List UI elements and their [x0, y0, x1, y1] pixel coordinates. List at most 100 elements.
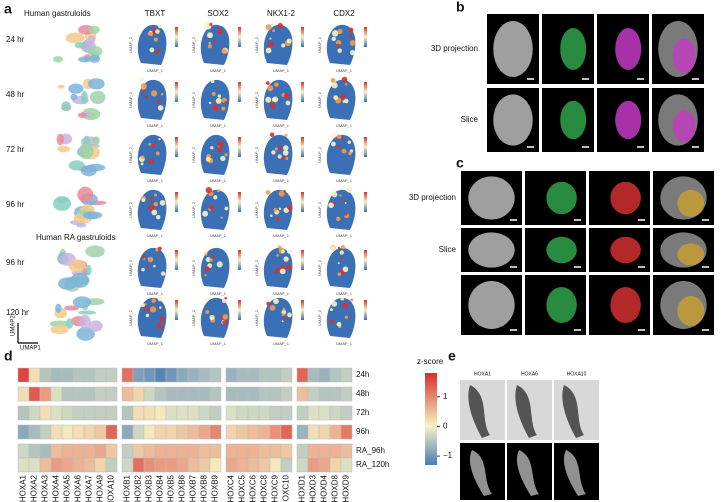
umap-cluster: [82, 211, 103, 220]
umap-cluster: [68, 259, 86, 273]
umap-hot-cells: [148, 204, 155, 211]
heatmap-cell: [296, 367, 309, 383]
umap-hot-cells: [339, 250, 344, 255]
umap-plot: UMAP_1 UMAP_2: [317, 296, 367, 346]
plot-axis-label: UMAP_1: [273, 233, 290, 238]
tissue: [468, 281, 515, 329]
heatmap-cell: [61, 443, 74, 459]
umap-hot-cells: [151, 143, 156, 148]
x-tick-label: HOXA9: [96, 474, 105, 502]
column-title: CDX2: [333, 9, 355, 18]
heatmap-cell: [187, 386, 200, 402]
heatmap-cell: [50, 367, 63, 383]
tissue: [468, 385, 490, 438]
plot-axis-label: UMAP_2: [317, 36, 322, 53]
x-tick-label: HOXB6: [178, 474, 187, 502]
umap-hot-cells: [277, 22, 283, 29]
heatmap-cell: [154, 457, 167, 473]
heatmap-cell: [72, 443, 85, 459]
umap-hot-cells: [265, 47, 272, 54]
plot-axis-label: UMAP_2: [191, 36, 196, 53]
umap-hot-cells: [216, 28, 223, 35]
heatmap-cell: [198, 367, 211, 383]
umap-hot-cells: [277, 154, 282, 159]
umap-hot-cells: [337, 246, 341, 250]
heatmap-cell: [209, 386, 222, 402]
umap-hot-cells: [204, 297, 209, 302]
umap-hot-cells: [157, 24, 162, 29]
heatmap-cell: [280, 405, 293, 421]
umap-hot-cells: [216, 188, 221, 193]
umap-hot-cells: [281, 320, 284, 323]
heatmap-cell: [28, 386, 41, 402]
heatmap-cell: [39, 367, 52, 383]
umap-hot-cells: [159, 306, 162, 309]
heatmap-cell: [187, 443, 200, 459]
umap-hot-cells: [285, 100, 291, 106]
heatmap-cell: [121, 457, 134, 473]
umap-hot-cells: [344, 212, 348, 216]
heatmap-cell: [280, 367, 293, 383]
umap-hot-cells: [343, 98, 349, 104]
umap-hot-cells: [284, 133, 288, 137]
umap-axes-key: UMAP1 UMAP2: [11, 315, 42, 352]
x-tick-label: HOXD3: [309, 474, 318, 502]
umap-hot-cells: [269, 304, 276, 311]
column-title: HOXA6: [521, 371, 538, 377]
umap-hot-cells: [330, 245, 336, 251]
heatmap-cell: [296, 386, 309, 402]
heatmap-cell: [165, 443, 178, 459]
plot-axis-label: UMAP_1: [210, 178, 227, 183]
umap-hot-cells: [331, 82, 338, 89]
heatmap-cell: [121, 443, 134, 459]
umap-plot: UMAP_1 UMAP_2: [317, 133, 367, 183]
umap-colorbar: [175, 300, 178, 320]
umap-hot-cells: [348, 151, 352, 156]
tissue: [469, 450, 492, 496]
heatmap-cell: [50, 443, 63, 459]
heatmap-cell: [236, 386, 249, 402]
row-title: 96 hr: [6, 258, 25, 267]
heatmap-cell: [28, 367, 41, 383]
umap-colorbar: [238, 137, 241, 157]
heatmap-cell: [143, 424, 156, 440]
plot-axis-label: UMAP_2: [191, 309, 196, 326]
umap-cells: [263, 24, 293, 65]
umap-hot-cells: [216, 146, 223, 152]
heatmap-cell: [280, 386, 293, 402]
umap-hot-cells: [203, 249, 208, 254]
row-title: 120 hr: [6, 308, 29, 317]
x-tick-label: HOXD8: [331, 474, 340, 502]
umap-hot-cells: [211, 91, 216, 96]
heatmap-cell: [143, 457, 156, 473]
heatmap-cell: [269, 443, 282, 459]
heatmap-cell: [225, 405, 238, 421]
colorbar: [425, 373, 437, 465]
umap-hot-cells: [141, 198, 146, 203]
umap-colorbar: [238, 82, 241, 102]
plot-axis-label: UMAP_1: [273, 68, 290, 73]
umap-hot-cells: [331, 191, 338, 198]
umap-hot-cells: [141, 254, 146, 258]
umap-cells: [200, 189, 230, 230]
umap-hot-cells: [281, 43, 286, 48]
heatmap-cell: [176, 457, 189, 473]
umap-hot-cells: [349, 40, 356, 46]
umap-cluster: [85, 264, 92, 276]
umap-hot-cells: [220, 155, 226, 162]
plot-axis-label: UMAP_2: [254, 309, 259, 326]
umap-hot-cells: [224, 101, 228, 105]
heatmap-cell: [50, 405, 63, 421]
umap-hot-cells: [336, 216, 341, 222]
umap-hot-cells: [153, 264, 156, 268]
umap-hot-cells: [148, 142, 152, 146]
umap-plot: UMAP_1 UMAP_2: [317, 186, 367, 238]
umap-plot: UMAP_1 UMAP_2: [254, 245, 304, 296]
x-tick-label: HOXB4: [156, 474, 165, 502]
heatmap-cell: [225, 457, 238, 473]
row-title: 3D projection: [409, 193, 456, 202]
heatmap-cell: [187, 424, 200, 440]
plot-axis-label: UMAP_2: [254, 36, 259, 53]
umap-hot-cells: [146, 265, 150, 269]
